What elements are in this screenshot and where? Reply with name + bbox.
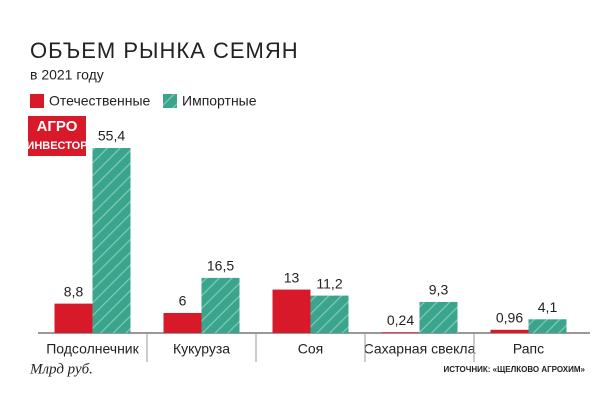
value-label: 55,4 xyxy=(98,128,125,144)
value-label: 13 xyxy=(284,269,300,285)
value-label: 11,2 xyxy=(316,275,342,291)
value-label: 16,5 xyxy=(207,258,234,274)
x-tick-label: Кукуруза xyxy=(173,341,230,357)
x-tick-label: Подсолнечник xyxy=(46,341,139,357)
value-label: 4,1 xyxy=(538,299,558,315)
x-tick-label: Соя xyxy=(298,341,323,357)
bar xyxy=(381,332,420,333)
bar xyxy=(419,301,458,333)
chart-title: ОБЪЕМ РЫНКА СЕМЯН xyxy=(30,38,299,63)
bar xyxy=(201,277,240,333)
legend-label: Отечественные xyxy=(49,93,151,109)
bar xyxy=(163,312,202,333)
value-label: 8,8 xyxy=(64,283,84,299)
bar xyxy=(528,319,567,333)
legend-swatch xyxy=(30,94,44,108)
logo-box xyxy=(28,116,86,156)
value-label: 0,24 xyxy=(387,312,414,328)
bar xyxy=(490,329,529,333)
chart-subtitle: в 2021 году xyxy=(30,67,104,83)
bar xyxy=(54,303,93,333)
source: ИСТОЧНИК: «ЩЕЛКОВО АГРОХИМ» xyxy=(444,365,586,374)
x-tick-label: Рапс xyxy=(513,341,544,357)
value-label: 6 xyxy=(179,293,187,309)
value-label: 0,96 xyxy=(496,309,523,325)
bar xyxy=(272,289,311,333)
legend-label: Импортные xyxy=(182,93,257,109)
logo-text: ИНВЕСТОР xyxy=(26,140,87,152)
legend-swatch xyxy=(163,94,177,108)
x-tick-label: Сахарная свекла xyxy=(364,341,476,357)
value-label: 9,3 xyxy=(429,282,449,298)
bar xyxy=(92,148,131,333)
unit-label: Млрд руб. xyxy=(29,361,93,377)
bar xyxy=(310,295,349,333)
logo-text: АГРО xyxy=(37,118,78,135)
